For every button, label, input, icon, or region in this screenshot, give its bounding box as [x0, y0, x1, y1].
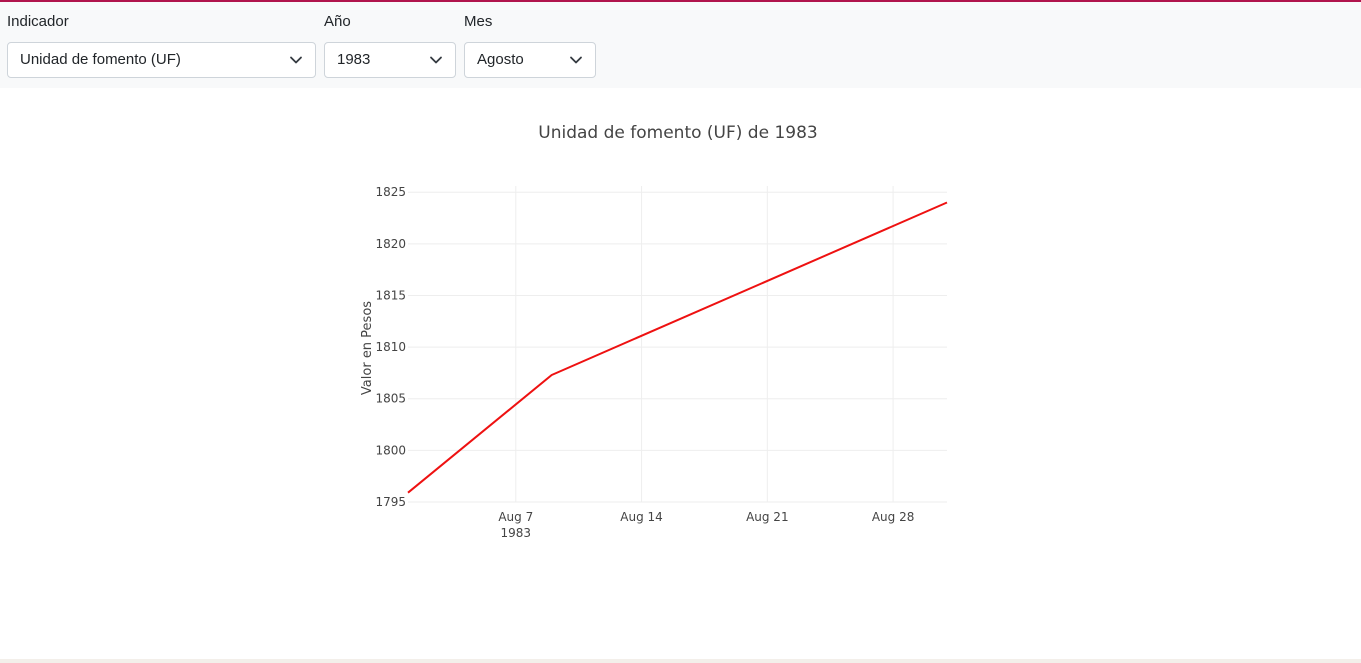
anio-select[interactable]: 1983	[324, 42, 456, 78]
x-tick-label: Aug 7	[498, 510, 533, 524]
x-tick-label: Aug 21	[746, 510, 789, 524]
chevron-down-icon	[570, 56, 582, 64]
anio-label: Año	[324, 13, 351, 30]
series-layer	[407, 201, 948, 494]
y-tick-label: 1815	[375, 288, 406, 302]
indicador-select[interactable]: Unidad de fomento (UF)	[7, 42, 316, 78]
indicador-label: Indicador	[7, 13, 69, 30]
chart-title: Unidad de fomento (UF) de 1983	[538, 123, 817, 143]
mes-label: Mes	[464, 13, 493, 30]
mes-select-value: Agosto	[477, 51, 524, 68]
x-tick-label: Aug 14	[620, 510, 663, 524]
y-tick-label: 1800	[375, 443, 406, 457]
anio-filter: Año 1983	[324, 12, 456, 78]
y-tick-label: 1825	[375, 185, 406, 199]
y-axis-title: Valor en Pesos	[360, 301, 375, 395]
indicador-filter: Indicador Unidad de fomento (UF)	[7, 12, 316, 78]
x-tick-label: Aug 28	[872, 510, 915, 524]
grid-layer	[408, 186, 947, 503]
line-chart: Unidad de fomento (UF) de 1983 Valor en …	[360, 123, 948, 540]
chevron-down-icon	[290, 56, 302, 64]
mes-select[interactable]: Agosto	[464, 42, 596, 78]
y-tick-label: 1810	[375, 340, 406, 354]
bottom-strip	[0, 659, 1361, 663]
x-axis-ticks: Aug 7 1983 Aug 14 Aug 21 Aug 28	[498, 510, 914, 540]
y-tick-label: 1805	[375, 392, 406, 406]
chevron-down-icon	[430, 56, 442, 64]
x-tick-year-label: 1983	[501, 526, 532, 540]
filter-bar: Indicador Unidad de fomento (UF) Año 198…	[0, 2, 1361, 88]
mes-filter: Mes Agosto	[464, 12, 596, 78]
anio-select-value: 1983	[337, 51, 371, 68]
uf-series-line	[407, 201, 948, 494]
top-accent-bar	[0, 0, 1361, 2]
y-axis-ticks: 1795 1800 1805 1810 1815 1820 1825	[375, 185, 406, 509]
y-tick-label: 1795	[375, 495, 406, 509]
indicador-select-value: Unidad de fomento (UF)	[20, 51, 181, 68]
y-tick-label: 1820	[375, 237, 406, 251]
